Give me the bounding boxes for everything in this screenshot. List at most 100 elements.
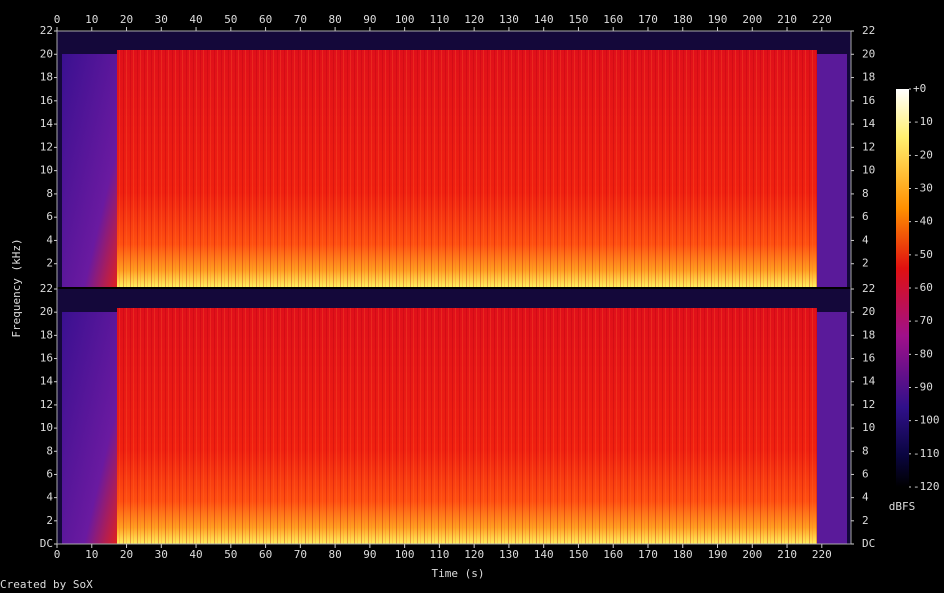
panel-top	[57, 31, 851, 287]
x-tick-label: 100	[395, 548, 415, 561]
x-tick-label: 0	[54, 548, 61, 561]
x-tick-label: 20	[120, 548, 133, 561]
x-tick-label: 30	[155, 548, 168, 561]
x-tick-label: 70	[294, 548, 307, 561]
y-tick-label-right: 6	[862, 467, 869, 480]
y-tick-label-right: 14	[862, 375, 876, 388]
y-tick-label-right: 4	[862, 491, 869, 504]
x-tick-label: 40	[189, 548, 202, 561]
x-tick-label-top: 150	[569, 13, 589, 26]
colorbar-tick-label: -80	[913, 347, 933, 360]
x-tick-label: 140	[534, 548, 554, 561]
x-tick-label: 80	[328, 548, 341, 561]
x-tick-label: 50	[224, 548, 237, 561]
colorbar-tick-label: +0	[913, 82, 926, 95]
y-tick-label-right: 10	[862, 421, 875, 434]
x-tick-label: 150	[569, 548, 589, 561]
x-tick-label: 200	[742, 548, 762, 561]
x-tick-label-top: 110	[429, 13, 449, 26]
x-tick-label: 90	[363, 548, 376, 561]
y-tick-label-right: 22	[862, 24, 875, 37]
y-tick-label: 14	[40, 375, 54, 388]
y-tick-label-right: 18	[862, 328, 875, 341]
y-tick-label-right: 20	[862, 47, 875, 60]
y-tick-label-right: 10	[862, 164, 875, 177]
x-axis-label: Time (s)	[432, 567, 485, 580]
colorbar-tick-label: -40	[913, 215, 933, 228]
y-tick-label: 20	[40, 305, 53, 318]
colorbar-tick-label: -90	[913, 381, 933, 394]
y-tick-label: 22	[40, 282, 53, 295]
y-tick-label: 6	[46, 467, 53, 480]
y-tick-label-right: 18	[862, 71, 875, 84]
y-tick-label-right: 22	[862, 282, 875, 295]
x-tick-label: 220	[812, 548, 832, 561]
x-tick-label-top: 60	[259, 13, 272, 26]
x-tick-label-top: 0	[54, 13, 61, 26]
y-axis-label: Frequency (kHz)	[10, 238, 23, 337]
y-tick-label-right: 16	[862, 94, 875, 107]
x-tick-label: 110	[429, 548, 449, 561]
y-tick-label-right: 4	[862, 233, 869, 246]
x-tick-label-top: 30	[155, 13, 168, 26]
x-tick-label: 180	[673, 548, 693, 561]
x-tick-label-top: 200	[742, 13, 762, 26]
x-tick-label-top: 50	[224, 13, 237, 26]
colorbar-tick-label: -110	[913, 447, 940, 460]
x-tick-label: 120	[464, 548, 484, 561]
y-tick-label-right: DC	[862, 537, 875, 550]
y-tick-label: 6	[46, 210, 53, 223]
y-tick-label: 2	[46, 257, 53, 270]
y-tick-label: 12	[40, 398, 53, 411]
y-tick-label-right: 6	[862, 210, 869, 223]
y-tick-label-right: 8	[862, 444, 869, 457]
y-tick-label-right: 12	[862, 140, 875, 153]
colorbar-tick-label: -50	[913, 248, 933, 261]
x-tick-label-top: 140	[534, 13, 554, 26]
x-tick-label: 130	[499, 548, 519, 561]
x-tick-label-top: 100	[395, 13, 415, 26]
colorbar-tick-label: -120	[913, 480, 940, 493]
y-tick-label-right: 16	[862, 352, 875, 365]
y-tick-label: 2	[46, 514, 53, 527]
colorbar-label: dBFS	[889, 500, 916, 513]
x-tick-label-top: 130	[499, 13, 519, 26]
y-tick-label: 4	[46, 233, 53, 246]
y-tick-label: DC	[40, 537, 53, 550]
x-tick-label-top: 120	[464, 13, 484, 26]
y-tick-label: 18	[40, 71, 53, 84]
x-tick-label-top: 80	[328, 13, 341, 26]
x-tick-label: 190	[708, 548, 728, 561]
y-tick-label: 14	[40, 117, 54, 130]
colorbar-tick-label: -30	[913, 182, 933, 195]
y-tick-label-right: 2	[862, 514, 869, 527]
y-tick-label: 22	[40, 24, 53, 37]
x-tick-label-top: 70	[294, 13, 307, 26]
y-tick-label: 8	[46, 444, 53, 457]
x-tick-label: 160	[603, 548, 623, 561]
x-tick-label-top: 170	[638, 13, 658, 26]
y-tick-label: 16	[40, 94, 53, 107]
x-tick-label-top: 10	[85, 13, 98, 26]
x-tick-label-top: 160	[603, 13, 623, 26]
colorbar-tick-label: -10	[913, 115, 933, 128]
colorbar	[896, 89, 909, 487]
y-tick-label: 18	[40, 328, 53, 341]
x-tick-label-top: 90	[363, 13, 376, 26]
y-tick-label-right: 2	[862, 257, 869, 270]
panel-bottom	[57, 289, 851, 544]
x-tick-label: 170	[638, 548, 658, 561]
x-tick-label: 60	[259, 548, 272, 561]
x-tick-label: 10	[85, 548, 98, 561]
colorbar-tick-label: -70	[913, 314, 933, 327]
colorbar-tick-label: -100	[913, 414, 940, 427]
x-tick-label-top: 40	[189, 13, 202, 26]
panels	[56, 30, 852, 545]
x-tick-label-top: 220	[812, 13, 832, 26]
x-tick-label-top: 20	[120, 13, 133, 26]
y-tick-label: 10	[40, 164, 53, 177]
y-tick-label-right: 14	[862, 117, 876, 130]
colorbar-tick-label: -20	[913, 148, 933, 161]
credit: Created by SoX	[0, 578, 93, 591]
